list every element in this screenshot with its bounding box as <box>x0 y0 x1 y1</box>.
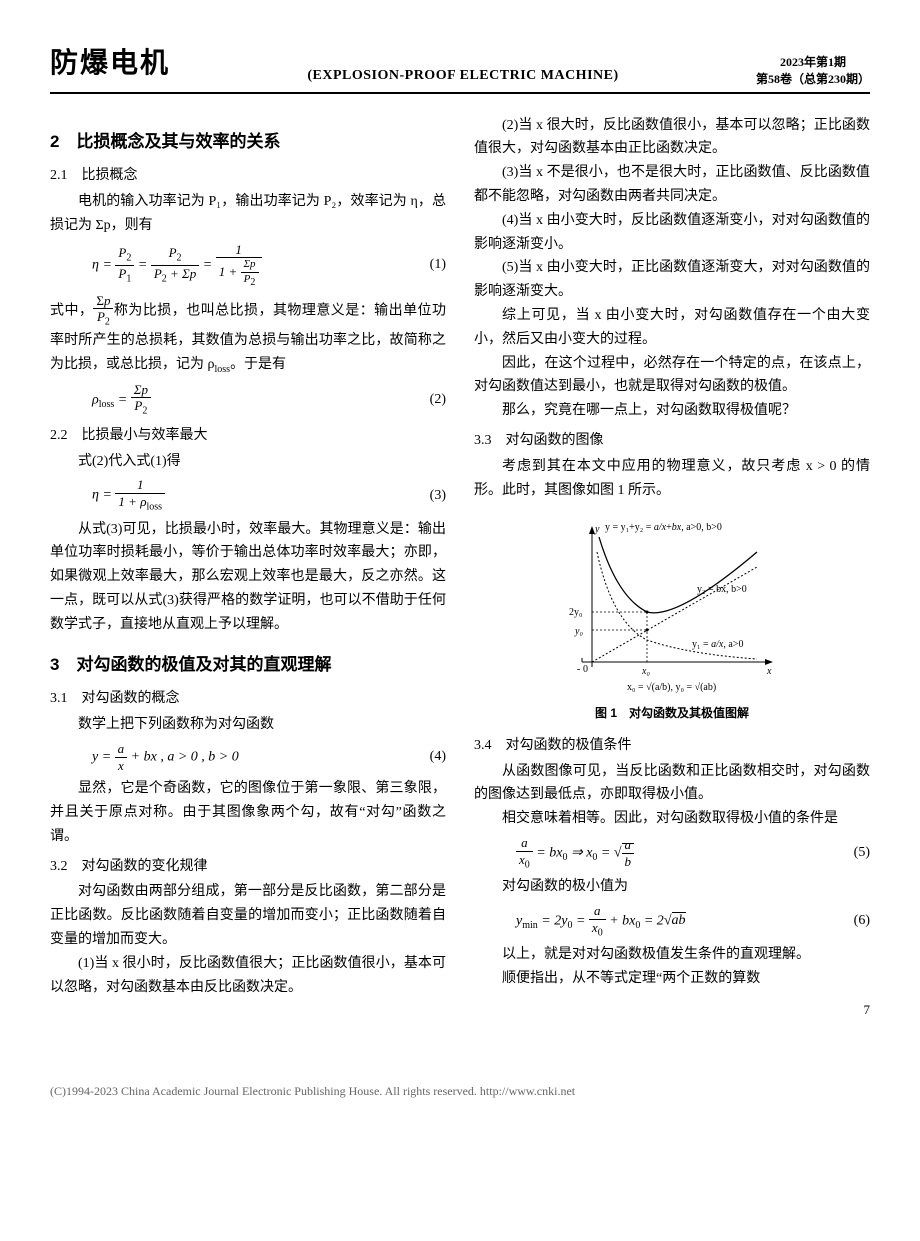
equation-6-body: ymin = 2y0 = ax0 + bx0 = 2√ab <box>474 903 830 939</box>
issue-line1: 2023年第1期 <box>780 55 846 69</box>
para-3-2-9: 那么，究竟在哪一点上，对勾函数取得极值呢？ <box>474 399 870 423</box>
para-3-4-3: 对勾函数的极小值为 <box>474 875 870 899</box>
para-2-1-1: 电机的输入功率记为 P₁，输出功率记为 P₂，效率记为 η，总损记为 Σp，则有 <box>50 190 446 238</box>
equation-4-body: y = ax + bx , a > 0 , b > 0 <box>50 741 406 773</box>
para-3-2-4: (3)当 x 不是很小，也不是很大时，正比函数值、反比函数值都不能忽略，对勾函数… <box>474 161 870 209</box>
equation-5-body: ax0 = bx0 ⇒ x0 = √ab <box>474 835 830 871</box>
para-3-1-2: 显然，它是个奇函数，它的图像位于第一象限、第三象限，并且关于原点对称。由于其图像… <box>50 777 446 848</box>
equation-1-body: η = P2P1 = P2P2 + Σp = 11 + ΣpP2 <box>50 242 406 289</box>
fig1-label-2y0: 2y₀ <box>569 607 583 618</box>
subsection-2-2-title: 2.2 比损最小与效率最大 <box>50 424 446 448</box>
equation-3: η = 11 + ρloss (3) <box>50 477 446 513</box>
right-column: (2)当 x 很大时，反比函数值很小，基本可以忽略；正比函数值很大，对勾函数基本… <box>474 114 870 1021</box>
para-3-3-1: 考虑到其在本文中应用的物理意义，故只考虑 x > 0 的情形。此时，其图像如图 … <box>474 455 870 503</box>
para-3-1-1: 数学上把下列函数称为对勾函数 <box>50 713 446 737</box>
equation-4: y = ax + bx , a > 0 , b > 0 (4) <box>50 741 446 773</box>
para-3-2-8: 因此，在这个过程中，必然存在一个特定的点，在该点上，对勾函数值达到最小，也就是取… <box>474 352 870 400</box>
journal-name-cn: 防爆电机 <box>50 40 170 88</box>
fig1-label-y1: y₁ = a/x, a>0 <box>692 639 743 650</box>
equation-2-body: ρloss = ΣpP2 <box>50 382 406 418</box>
figure-1: 0 y x y = y₁+y₂ = a/x+bx, a>0, b>0 y₂ = … <box>474 512 870 723</box>
page-header: 防爆电机 (EXPLOSION-PROOF ELECTRIC MACHINE) … <box>50 40 870 94</box>
fig1-origin-label: 0 <box>583 664 588 675</box>
para-2-1-2: 式中，ΣpP2称为比损，也叫总比损，其物理意义是：输出单位功率时所产生的总损耗，… <box>50 293 446 378</box>
footer-copyright: (C)1994-2023 China Academic Journal Elec… <box>50 1081 870 1101</box>
subsection-2-1-title: 2.1 比损概念 <box>50 164 446 188</box>
fig1-label-y2: y₂ = bx, b>0 <box>697 584 747 595</box>
issue-line2: 第58卷（总第230期） <box>756 72 870 86</box>
svg-text:-: - <box>577 664 580 675</box>
para-3-2-7: 综上可见，当 x 由小变大时，对勾函数值存在一个由大变小，然后又由小变大的过程。 <box>474 304 870 352</box>
para-3-2-5: (4)当 x 由小变大时，反比函数值逐渐变小，对对勾函数值的影响逐渐变小。 <box>474 209 870 257</box>
subsection-3-1-title: 3.1 对勾函数的概念 <box>50 687 446 711</box>
para-3-4-4: 以上，就是对对勾函数极值发生条件的直观理解。 <box>474 943 870 967</box>
equation-2-number: (2) <box>406 388 446 412</box>
equation-5: ax0 = bx0 ⇒ x0 = √ab (5) <box>474 835 870 871</box>
subsection-3-3-title: 3.3 对勾函数的图像 <box>474 429 870 453</box>
equation-6: ymin = 2y0 = ax0 + bx0 = 2√ab (6) <box>474 903 870 939</box>
fig1-xaxis-label: x <box>766 666 772 677</box>
fig1-label-x0: x₀ <box>641 666 650 677</box>
equation-1: η = P2P1 = P2P2 + Σp = 11 + ΣpP2 (1) <box>50 242 446 289</box>
figure-1-svg: 0 y x y = y₁+y₂ = a/x+bx, a>0, b>0 y₂ = … <box>557 512 787 697</box>
para-3-2-6: (5)当 x 由小变大时，正比函数值逐渐变大，对对勾函数值的影响逐渐变大。 <box>474 256 870 304</box>
equation-3-number: (3) <box>406 484 446 508</box>
left-column: 2 比损概念及其与效率的关系 2.1 比损概念 电机的输入功率记为 P₁，输出功… <box>50 114 446 1021</box>
para-3-2-2: (1)当 x 很小时，反比函数值很大；正比函数值很小，基本可以忽略，对勾函数基本… <box>50 952 446 1000</box>
fig1-label-main: y = y₁+y₂ = a/x+bx, a>0, b>0 <box>605 522 722 533</box>
subsection-3-2-title: 3.2 对勾函数的变化规律 <box>50 855 446 879</box>
figure-1-caption: 图 1 对勾函数及其极值图解 <box>474 703 870 723</box>
para-3-4-2: 相交意味着相等。因此，对勾函数取得极小值的条件是 <box>474 807 870 831</box>
para-3-2-1: 对勾函数由两部分组成，第一部分是反比函数，第二部分是正比函数。反比函数随着自变量… <box>50 880 446 951</box>
equation-1-number: (1) <box>406 253 446 277</box>
fig1-yaxis-label: y <box>594 524 600 535</box>
issue-info: 2023年第1期 第58卷（总第230期） <box>756 54 870 88</box>
para-3-2-3: (2)当 x 很大时，反比函数值很小，基本可以忽略；正比函数值很大，对勾函数基本… <box>474 114 870 162</box>
journal-name-en: (EXPLOSION-PROOF ELECTRIC MACHINE) <box>307 64 618 88</box>
fig1-annot-x0: x₀ = √(a/b), y₀ = √(ab) <box>627 682 716 693</box>
equation-3-body: η = 11 + ρloss <box>50 477 406 513</box>
section-2-title: 2 比损概念及其与效率的关系 <box>50 128 446 157</box>
para-2-2-1: 式(2)代入式(1)得 <box>50 450 446 474</box>
para-3-4-5: 顺便指出，从不等式定理“两个正数的算数 <box>474 967 870 991</box>
fig1-label-y0: y₀ <box>574 626 583 637</box>
section-3-title: 3 对勾函数的极值及对其的直观理解 <box>50 651 446 680</box>
para-2-2-2: 从式(3)可见，比损最小时，效率最大。其物理意义是：输出单位功率时损耗最小，等价… <box>50 518 446 637</box>
equation-6-number: (6) <box>830 909 870 933</box>
equation-5-number: (5) <box>830 841 870 865</box>
subsection-3-4-title: 3.4 对勾函数的极值条件 <box>474 734 870 758</box>
para-3-4-1: 从函数图像可见，当反比函数和正比函数相交时，对勾函数的图像达到最低点，亦即取得极… <box>474 760 870 808</box>
page-number: 7 <box>474 999 870 1021</box>
content-columns: 2 比损概念及其与效率的关系 2.1 比损概念 电机的输入功率记为 P₁，输出功… <box>50 114 870 1021</box>
equation-2: ρloss = ΣpP2 (2) <box>50 382 446 418</box>
equation-4-number: (4) <box>406 745 446 769</box>
